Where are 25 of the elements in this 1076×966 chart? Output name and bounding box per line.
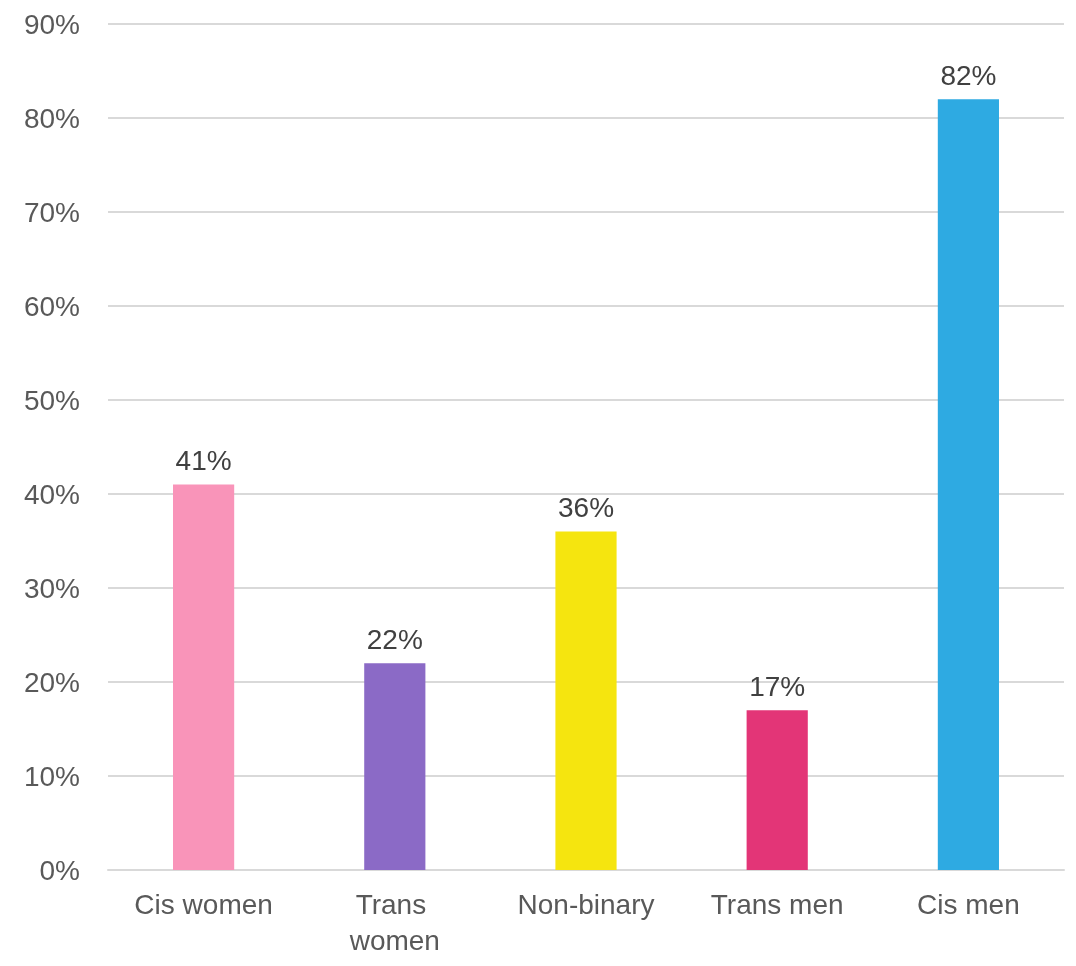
data-label: 36%	[557, 492, 615, 524]
x-tick-label: Trans women	[348, 888, 440, 956]
y-tick-label: 0%	[39, 854, 80, 886]
y-tick-label: 90%	[23, 8, 80, 40]
x-tick-label: Cis women	[134, 888, 273, 920]
x-tick-label: Non-binary	[517, 888, 655, 920]
y-tick-label: 70%	[23, 196, 80, 228]
x-tick-label: Trans men	[710, 888, 844, 920]
x-tick-label: Cis men	[917, 888, 1020, 920]
y-tick-label: 10%	[23, 760, 80, 792]
data-label: 82%	[940, 59, 997, 91]
y-tick-label: 80%	[23, 102, 80, 134]
y-tick-label: 30%	[23, 572, 80, 604]
bar	[746, 710, 808, 870]
data-label: 22%	[366, 623, 423, 655]
y-tick-label: 50%	[23, 384, 80, 416]
bar	[555, 531, 617, 870]
data-label: 17%	[749, 670, 806, 702]
y-tick-label: 20%	[23, 666, 80, 698]
y-tick-label: 60%	[23, 290, 80, 322]
y-tick-label: 40%	[23, 478, 80, 510]
bar	[364, 663, 426, 870]
data-label: 41%	[175, 445, 232, 477]
bar	[173, 484, 235, 870]
bar	[937, 99, 999, 870]
